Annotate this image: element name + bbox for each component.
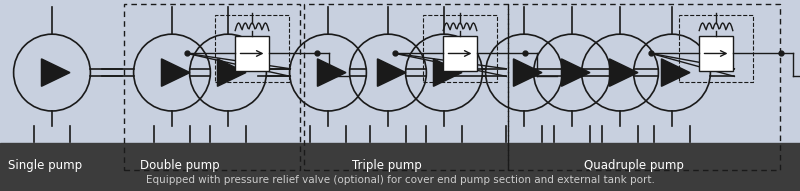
Polygon shape — [162, 59, 190, 86]
Text: Quadruple pump: Quadruple pump — [584, 159, 684, 172]
Polygon shape — [42, 59, 70, 86]
Bar — [508, 4, 780, 170]
Bar — [443, 36, 477, 71]
Polygon shape — [434, 59, 462, 86]
Bar — [215, 15, 289, 82]
Bar — [679, 15, 753, 82]
Polygon shape — [378, 59, 406, 86]
Bar — [124, 4, 300, 170]
Bar — [235, 36, 269, 71]
Text: Double pump: Double pump — [140, 159, 220, 172]
Polygon shape — [610, 59, 638, 86]
Bar — [0, 143, 800, 191]
Text: Triple pump: Triple pump — [352, 159, 422, 172]
Bar — [699, 36, 733, 71]
Polygon shape — [218, 59, 246, 86]
Text: Single pump: Single pump — [8, 159, 82, 172]
Polygon shape — [514, 59, 542, 86]
Bar — [0, 0, 800, 143]
Text: Equipped with pressure relief valve (optional) for cover end pump section and ex: Equipped with pressure relief valve (opt… — [146, 176, 654, 185]
Polygon shape — [662, 59, 690, 86]
Polygon shape — [318, 59, 346, 86]
Polygon shape — [562, 59, 590, 86]
Bar — [304, 4, 508, 170]
Bar — [423, 15, 497, 82]
